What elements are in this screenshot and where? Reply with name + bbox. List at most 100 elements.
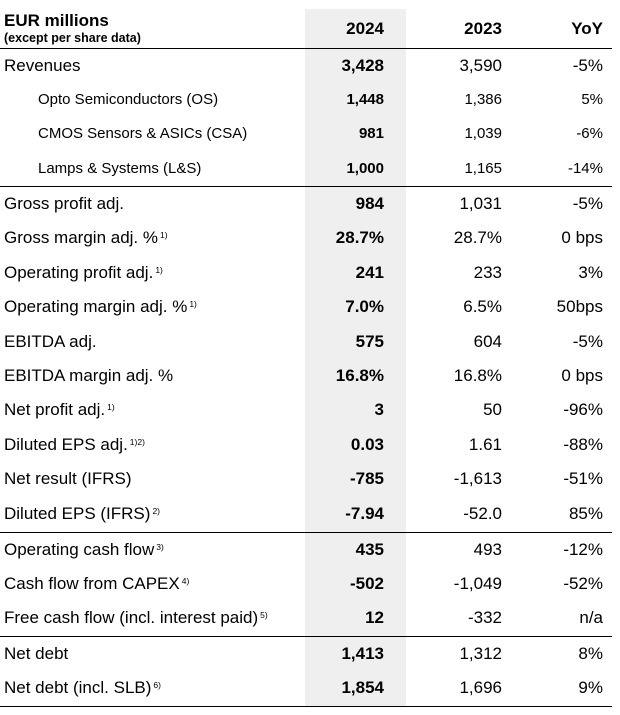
value-2023: 604 xyxy=(473,332,502,351)
table-row: Net debt (incl. SLB) 6) 1,854 1,696 9% xyxy=(0,671,620,705)
value-2024: 3 xyxy=(374,400,384,419)
value-yoy: -51% xyxy=(563,469,603,488)
footnote-marker: 1) xyxy=(189,299,197,309)
table-row: Free cash flow (incl. interest paid) 5) 12… xyxy=(0,601,620,635)
value-yoy: -5% xyxy=(572,332,603,351)
value-2024: 7.0% xyxy=(345,297,384,316)
table-row: Diluted EPS adj. 1)2) 0.03 1.61 -88% xyxy=(0,428,620,462)
row-label-text: CMOS Sensors & ASICs (CSA) xyxy=(38,125,248,142)
value-2023: -1,613 xyxy=(453,469,502,488)
row-label-text: Net debt xyxy=(4,644,69,663)
row-label: Gross margin adj. % 1) xyxy=(4,221,168,257)
row-label: Cash flow from CAPEX 4) xyxy=(4,567,189,603)
value-2023: 3,590 xyxy=(459,56,502,75)
row-label-text: Diluted EPS adj. xyxy=(4,435,128,454)
row-label: Diluted EPS (IFRS) 2) xyxy=(4,497,160,533)
value-2023: 493 xyxy=(473,540,502,559)
row-label: Lamps & Systems (L&S) xyxy=(38,152,201,186)
row-label-text: Diluted EPS (IFRS) xyxy=(4,504,151,523)
row-label: Operating profit adj. 1) xyxy=(4,256,163,292)
value-2024: 241 xyxy=(355,263,384,282)
value-yoy: 9% xyxy=(578,678,603,697)
value-2024: 1,413 xyxy=(341,644,384,663)
table-row: Net result (IFRS) -785 -1,613 -51% xyxy=(0,462,620,496)
value-2023: 1,696 xyxy=(459,678,502,697)
value-2024: 575 xyxy=(355,332,384,351)
value-2024: 1,448 xyxy=(346,91,384,108)
row-label-text: Operating profit adj. xyxy=(4,263,154,282)
row-label-text: Free cash flow (incl. interest paid) xyxy=(4,608,259,627)
row-label: Revenues xyxy=(4,49,81,83)
row-label-text: Net profit adj. xyxy=(4,400,106,419)
header-yoy: YoY xyxy=(571,19,603,38)
value-2023: 1,039 xyxy=(464,125,502,142)
table-row: Net debt 1,413 1,312 8% xyxy=(0,637,620,671)
value-2023: 1,386 xyxy=(464,91,502,108)
value-2024: 981 xyxy=(358,125,384,142)
row-label-text: EBITDA adj. xyxy=(4,332,97,351)
value-2024: 435 xyxy=(355,540,384,559)
value-2024: 12 xyxy=(365,608,384,627)
footnote-marker: 1)2) xyxy=(129,437,145,447)
table-row: Revenues 3,428 3,590 -5% xyxy=(0,49,620,83)
divider-results xyxy=(0,532,612,533)
value-yoy: 85% xyxy=(568,504,603,523)
value-yoy: -12% xyxy=(563,540,603,559)
value-2023: 233 xyxy=(473,263,502,282)
row-label: CMOS Sensors & ASICs (CSA) xyxy=(38,117,247,151)
value-2024: -785 xyxy=(349,469,384,488)
header-2023: 2023 xyxy=(464,19,502,38)
value-2024: -7.94 xyxy=(345,504,384,523)
row-label-text: Lamps & Systems (L&S) xyxy=(38,160,202,177)
row-label-text: Cash flow from CAPEX xyxy=(4,574,180,593)
row-label-text: Net result (IFRS) xyxy=(4,469,132,488)
footnote-marker: 4) xyxy=(181,576,190,586)
row-label: Net debt xyxy=(4,637,68,671)
value-2024: 984 xyxy=(355,194,384,213)
footnote-marker: 2) xyxy=(152,506,160,516)
row-label-text: Gross profit adj. xyxy=(4,194,124,213)
value-2023: 1,165 xyxy=(464,160,502,177)
value-2023: 1.61 xyxy=(468,435,502,454)
footnote-marker: 3) xyxy=(156,542,164,552)
table-row: EBITDA margin adj. % 16.8% 16.8% 0 bps xyxy=(0,359,620,393)
divider-cashflow xyxy=(0,636,612,637)
footnote-marker: 1) xyxy=(107,402,115,412)
table-row: Operating cash flow 3) 435 493 -12% xyxy=(0,533,620,567)
row-label: Operating cash flow 3) xyxy=(4,533,164,569)
table-row: Opto Semiconductors (OS) 1,448 1,386 5% xyxy=(0,83,620,117)
value-2023: 1,031 xyxy=(459,194,502,213)
value-2024: 3,428 xyxy=(341,56,384,75)
value-2024: 1,854 xyxy=(341,678,384,697)
footnote-marker: 1) xyxy=(155,265,163,275)
row-label-text: Gross margin adj. % xyxy=(4,228,158,247)
value-yoy: -14% xyxy=(567,160,603,177)
value-yoy: -52% xyxy=(563,574,603,593)
row-label-text: Revenues xyxy=(4,56,81,75)
row-label: Free cash flow (incl. interest paid) 5) xyxy=(4,601,268,637)
value-yoy: -6% xyxy=(576,125,603,142)
row-label-text: EBITDA margin adj. % xyxy=(4,366,174,385)
row-label: EBITDA adj. xyxy=(4,325,97,359)
table-row: Operating profit adj. 1) 241 233 3% xyxy=(0,256,620,290)
value-2023: -332 xyxy=(467,608,502,627)
value-2024: -502 xyxy=(349,574,384,593)
row-label-text: Operating cash flow xyxy=(4,540,155,559)
row-label-text: Opto Semiconductors (OS) xyxy=(38,91,219,108)
divider-header xyxy=(0,48,612,49)
value-yoy: 50bps xyxy=(556,297,603,316)
value-2024: 0.03 xyxy=(350,435,384,454)
value-yoy: 0 bps xyxy=(561,366,603,385)
value-yoy: -5% xyxy=(572,194,603,213)
value-2023: -52.0 xyxy=(463,504,502,523)
table-row: Lamps & Systems (L&S) 1,000 1,165 -14% xyxy=(0,152,620,186)
value-2024: 28.7% xyxy=(335,228,384,247)
table-row: Net profit adj. 1) 3 50 -96% xyxy=(0,393,620,427)
row-label: Gross profit adj. xyxy=(4,187,124,221)
row-label: Operating margin adj. % 1) xyxy=(4,290,197,326)
value-2023: 1,312 xyxy=(459,644,502,663)
row-label: EBITDA margin adj. % xyxy=(4,359,173,393)
value-yoy: -5% xyxy=(572,56,603,75)
table-row: Gross profit adj. 984 1,031 -5% xyxy=(0,187,620,221)
divider-revenues xyxy=(0,186,612,187)
